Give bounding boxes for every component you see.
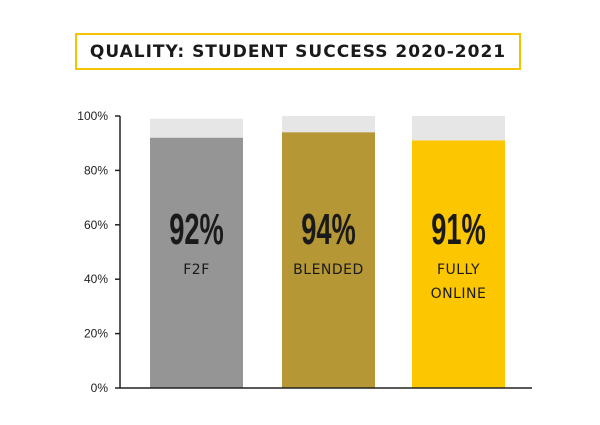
bar	[282, 132, 375, 388]
chart-title-box: QUALITY: STUDENT SUCCESS 2020-2021	[75, 33, 521, 70]
bar	[150, 137, 243, 388]
category-label: ONLINE	[431, 286, 487, 302]
bar-value-label: 94%	[301, 204, 356, 253]
y-tick-label: 40%	[84, 272, 108, 286]
category-label: F2F	[183, 262, 210, 278]
category-label: FULLY	[437, 262, 480, 278]
bar-remainder	[150, 118, 243, 138]
bar-remainder	[282, 116, 375, 133]
y-tick-label: 0%	[91, 381, 109, 395]
y-tick-label: 100%	[77, 109, 108, 123]
y-tick-label: 80%	[84, 163, 108, 177]
y-tick-label: 20%	[84, 327, 108, 341]
bar-remainder	[412, 116, 505, 141]
bar-value-label: 92%	[169, 204, 224, 253]
category-label: BLENDED	[293, 262, 364, 278]
bar	[412, 140, 505, 388]
chart-title: QUALITY: STUDENT SUCCESS 2020-2021	[89, 41, 507, 62]
bar-value-label: 91%	[431, 204, 486, 253]
y-tick-label: 60%	[84, 218, 108, 232]
